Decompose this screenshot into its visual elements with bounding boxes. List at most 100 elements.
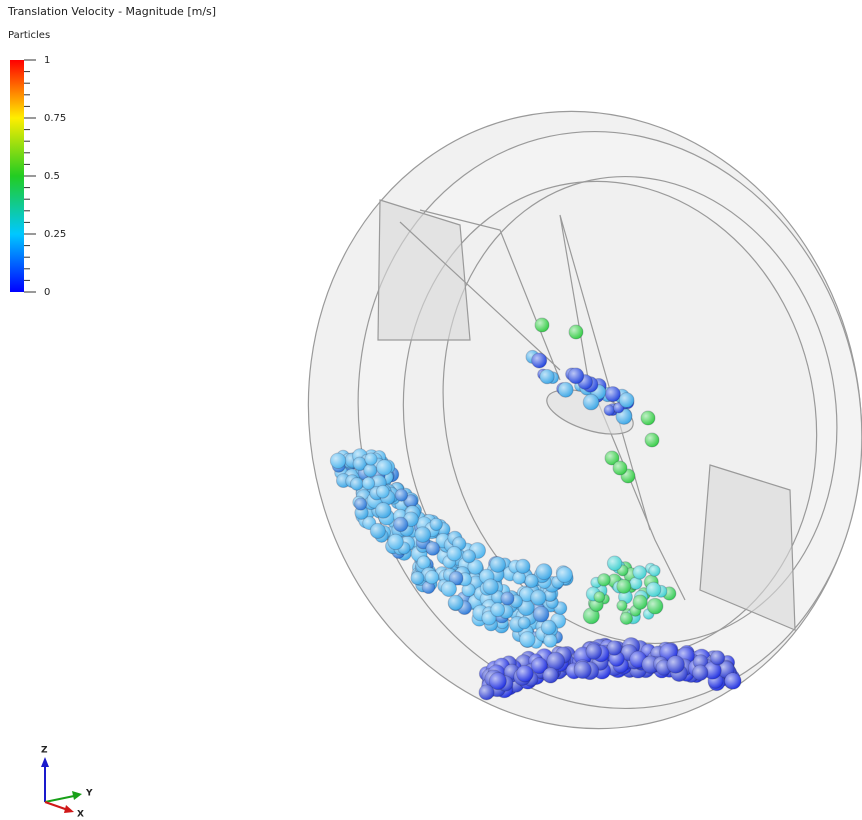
particle-shine [692,664,708,681]
particle-shine [605,451,619,465]
particle-shine [430,518,443,531]
tick-label: 1 [44,55,50,66]
particle-shine [594,591,605,603]
particle-shine [461,583,476,597]
particle-shine [556,566,573,583]
particle-shine [604,405,615,416]
particle-shine [666,655,685,674]
particle-shine [645,433,659,447]
axis-z: Z [41,746,48,756]
particle-shine [583,607,600,624]
particle-shine [648,565,661,577]
legend-title: Translation Velocity - Magnitude [m/s] [7,5,216,18]
particle-shine [616,600,628,611]
particle-shine [441,581,457,597]
particle-shine [481,610,497,626]
tick-label: 0.25 [44,229,66,240]
particle-shine [376,485,390,499]
particle-shine [404,494,418,508]
particle-shine [447,546,462,561]
axis-y: Y [85,789,93,799]
particle-shine [568,368,584,384]
particle-shine [490,556,506,573]
particle-shine [482,578,499,595]
particle-shine [410,571,425,585]
particle-shine [544,589,557,602]
particle-shine [531,352,547,368]
particle-shine [524,574,539,588]
particle-shine [607,640,622,656]
particle-shine [393,517,408,532]
particles [329,317,742,701]
particle-shine [518,599,535,616]
particle-shine [370,523,386,539]
particle-shine [613,402,624,413]
particle-shine [375,502,392,519]
particle-shine [449,571,463,586]
particle-shine [330,453,346,469]
tick-label: 0.75 [44,113,66,124]
particle-shine [448,595,464,611]
particle-shine [547,652,565,670]
particle-shine [376,459,392,476]
particle-shine [605,386,621,402]
colorbar-ticks: 1 0.75 0.5 0.25 0 [24,55,66,298]
particle-shine [387,534,404,550]
particle-shine [586,643,602,660]
tick-label: 0.5 [44,171,60,182]
particle-shine [535,318,549,332]
particle-shine [724,672,742,690]
particle-shine [543,634,557,648]
particle-shine [490,602,505,617]
particle-shine [516,665,534,682]
particle-shine [417,556,431,569]
particle-shine [425,570,439,584]
particle-shine [354,497,367,511]
particle-shine [518,616,531,629]
particle-shine [583,394,599,410]
particle-shine [543,667,559,683]
particle-shine [512,571,526,585]
particle-shine [362,477,375,490]
particle-shine [647,598,663,614]
particle-shine [597,573,611,587]
legend-subtitle: Particles [8,30,50,41]
colorbar [10,60,24,292]
axis-x: X [77,810,84,820]
particle-shine [607,556,622,571]
particle-shine [558,382,574,398]
tick-label: 0 [44,287,50,298]
particle-shine [426,541,440,556]
particle-shine [641,411,655,425]
particle-shine [462,549,476,563]
particle-shine [541,620,557,635]
particle-shine [629,577,642,590]
particle-shine [489,672,507,690]
particle-shine [467,559,483,575]
particle-shine [620,612,633,625]
particle-shine [395,489,408,502]
particle-shine [519,631,536,648]
particle-shine [536,563,552,580]
particle-shine [491,590,505,604]
particle-shine [539,369,555,384]
particle-shine [422,581,435,594]
particle-shine [533,606,549,622]
particle-shine [350,477,364,491]
particle-shine [364,453,378,466]
particle-shine [613,461,627,475]
particle-shine [531,657,548,674]
particle-shine [618,590,633,604]
particle-shine [703,661,722,680]
particle-shine [515,559,531,574]
particle-shine [632,595,648,610]
particle-shine [632,565,647,580]
particle-shine [710,650,725,665]
axis-triad: Z Y X [41,746,93,820]
particle-shine [479,684,495,700]
particle-shine [569,325,583,339]
particle-shine [619,392,635,408]
particle-shine [530,589,546,606]
particle-shine [616,579,631,594]
